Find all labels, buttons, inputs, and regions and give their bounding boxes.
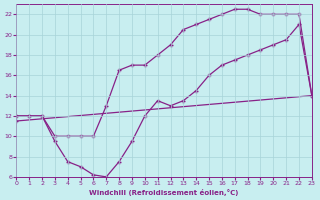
X-axis label: Windchill (Refroidissement éolien,°C): Windchill (Refroidissement éolien,°C) [89,189,239,196]
